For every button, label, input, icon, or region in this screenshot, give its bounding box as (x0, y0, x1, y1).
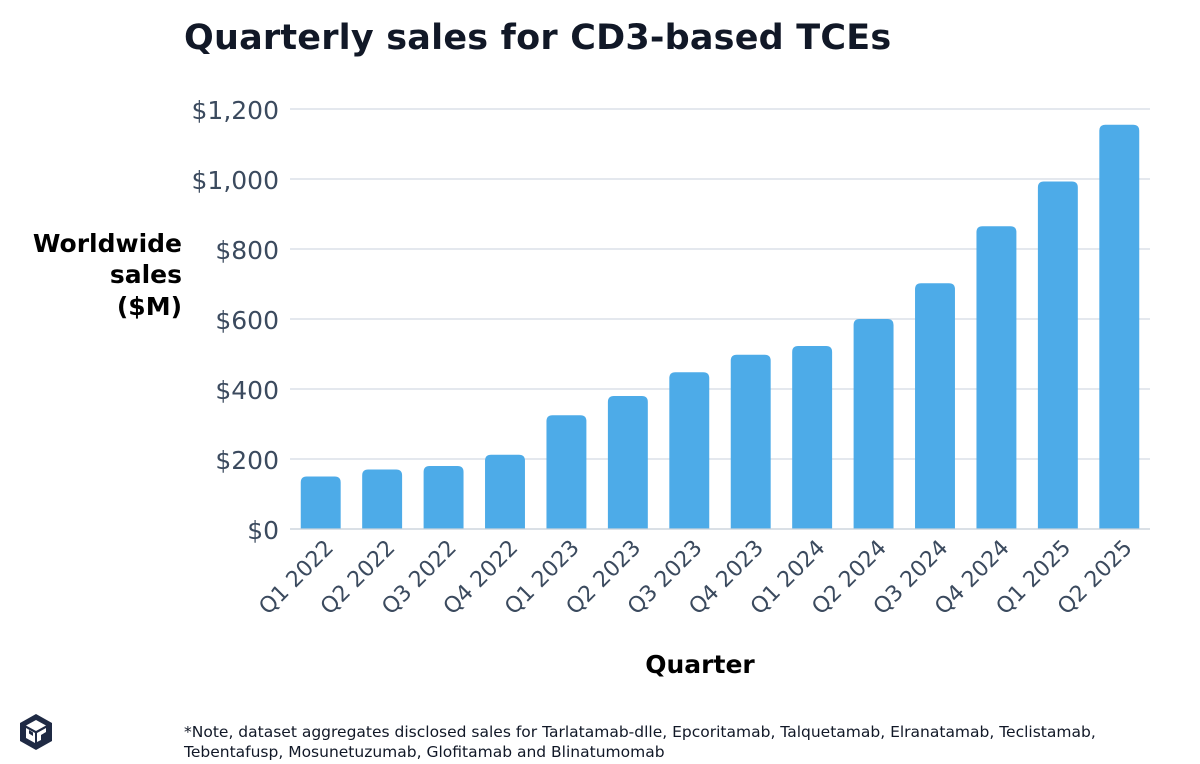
y-tick-label: $600 (215, 306, 279, 335)
y-tick-label: $200 (215, 446, 279, 475)
bar (853, 319, 894, 529)
bar (485, 454, 525, 529)
bar (669, 372, 710, 529)
y-axis-label-line: ($M) (116, 291, 182, 321)
footnote-line: *Note, dataset aggregates disclosed sale… (184, 723, 1096, 741)
bar (976, 226, 1017, 529)
y-axis-label-line: sales (109, 260, 182, 290)
bar (1037, 181, 1078, 529)
footnote: *Note, dataset aggregates disclosed sale… (184, 722, 1144, 762)
y-tick-label: $400 (215, 376, 279, 405)
y-tick-label: $800 (215, 236, 279, 265)
bar (607, 396, 648, 529)
x-axis-label: Quarter (645, 650, 755, 679)
y-axis-label-line: Worldwide (32, 229, 182, 258)
bar (423, 466, 464, 529)
bar (300, 476, 341, 529)
bar (1099, 124, 1140, 529)
bar (546, 415, 587, 529)
y-tick-label: $0 (247, 516, 279, 545)
y-tick-label: $1,000 (192, 166, 279, 195)
bar (792, 345, 833, 529)
bar (730, 354, 771, 529)
footnote-line: Tebentafusp, Mosunetuzumab, Glofitamab a… (184, 743, 665, 762)
y-tick-label: $1,200 (192, 96, 279, 125)
bar (362, 469, 403, 529)
bar (915, 283, 955, 529)
y-axis-label: Worldwide sales ($M) (10, 228, 182, 322)
chart-title: Quarterly sales for CD3-based TCEs (184, 18, 892, 58)
cube-logo-icon (20, 714, 52, 750)
